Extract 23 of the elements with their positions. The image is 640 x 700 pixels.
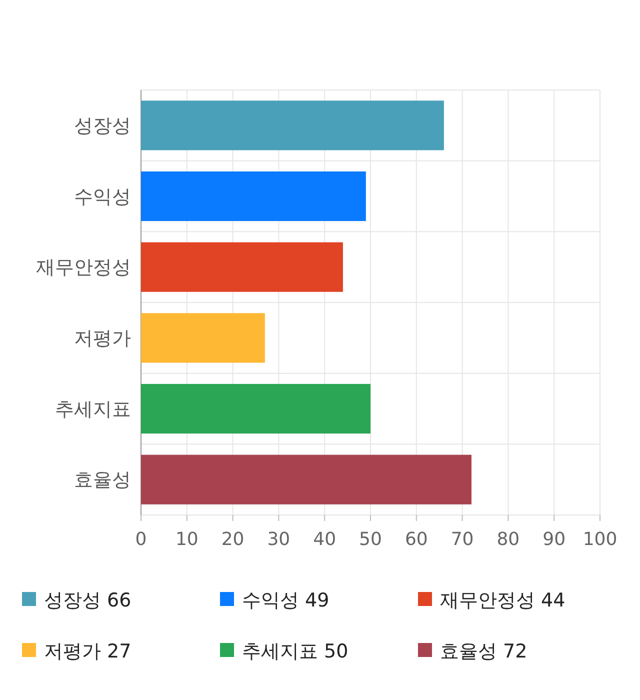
x-tick-label: 0 bbox=[135, 529, 147, 550]
y-tick-label: 추세지표 bbox=[55, 398, 131, 420]
x-tick-label: 40 bbox=[313, 529, 336, 550]
legend-label: 수익성 49 bbox=[242, 590, 330, 612]
y-tick-label: 성장성 bbox=[74, 115, 131, 138]
x-tick-label: 100 bbox=[582, 529, 618, 550]
legend-label: 재무안정성 44 bbox=[440, 590, 566, 612]
x-tick-label: 60 bbox=[404, 529, 428, 550]
legend-label: 성장성 66 bbox=[44, 590, 132, 612]
y-tick-label: 저평가 bbox=[74, 328, 131, 350]
x-tick-label: 30 bbox=[267, 529, 290, 550]
y-tick-label: 효율성 bbox=[74, 469, 131, 492]
y-tick-label: 재무안정성 bbox=[36, 256, 131, 279]
legend-label: 효율성 72 bbox=[440, 640, 528, 663]
x-tick-label: 90 bbox=[542, 529, 566, 550]
x-tick-label: 10 bbox=[175, 529, 198, 550]
x-tick-label: 80 bbox=[496, 529, 520, 550]
y-tick-label: 수익성 bbox=[74, 186, 131, 208]
x-tick-label: 20 bbox=[221, 529, 244, 550]
x-tick-label: 70 bbox=[450, 529, 474, 550]
legend-label: 추세지표 50 bbox=[242, 640, 348, 663]
legend-label: 저평가 27 bbox=[44, 640, 132, 663]
x-tick-label: 50 bbox=[359, 529, 382, 550]
